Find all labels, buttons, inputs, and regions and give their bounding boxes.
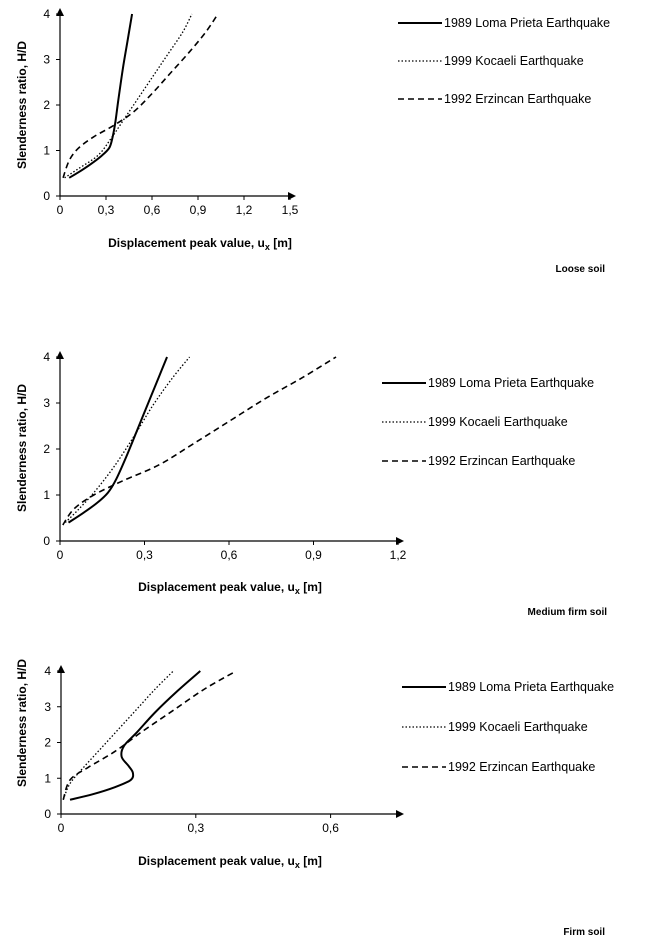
x-tick-label: 0,3 [136,548,153,562]
chart-panel-firm-soil: Slenderness ratio, H/D 0 0,3 0,6 0 1 2 3 4 Disp… [15,659,614,938]
series-line-dotted [63,357,190,525]
series-line-dashed [63,671,236,800]
y-tick-label: 2 [44,736,51,750]
y-axis-arrow [56,8,64,16]
series-line-solid [70,671,200,800]
legend: 1989 Loma Prieta Earthquake 1999 Kocaeli… [402,680,614,774]
legend: 1989 Loma Prieta Earthquake 1999 Kocaeli… [398,16,610,106]
legend-label: 1999 Kocaeli Earthquake [428,415,568,429]
x-axis-title: Displacement peak value, ux [m] [138,854,322,870]
y-tick-label: 0 [43,534,50,548]
legend-entry-erzincan: 1992 Erzincan Earthquake [382,454,575,468]
x-axis-title: Displacement peak value, ux [m] [108,236,292,252]
legend-entry-loma-prieta: 1989 Loma Prieta Earthquake [402,680,614,694]
x-tick-label: 0,6 [322,821,339,835]
y-tick-label: 1 [43,488,50,502]
x-axis-arrow [396,810,404,818]
x-tick-label: 0,9 [305,548,322,562]
x-tick-label: 0,9 [190,203,207,217]
y-tick-label: 2 [43,98,50,112]
legend-label: 1992 Erzincan Earthquake [444,92,591,106]
y-tick-label: 0 [43,189,50,203]
soil-type-label: Loose soil [556,264,606,275]
y-tick-label: 0 [44,807,51,821]
legend-label: 1999 Kocaeli Earthquake [444,54,584,68]
x-tick-label: 0 [57,203,64,217]
x-tick-label: 0,3 [98,203,115,217]
legend-entry-kocaeli: 1999 Kocaeli Earthquake [398,54,584,68]
y-tick-label: 4 [44,664,51,678]
series-line-dashed [63,14,218,178]
x-tick-label: 0 [58,821,65,835]
x-tick-label: 1,5 [282,203,299,217]
y-axis-title: Slenderness ratio, H/D [15,659,29,787]
chart-panel-loose-soil: Slenderness ratio, H/D 0 0,3 0,6 0,9 1,2 1,50… [15,7,610,275]
legend-label: 1989 Loma Prieta Earthquake [448,680,614,694]
x-tick-label: 0 [57,548,64,562]
legend: 1989 Loma Prieta Earthquake 1999 Kocaeli… [382,376,594,468]
x-tick-label: 0,6 [144,203,161,217]
legend-entry-erzincan: 1992 Erzincan Earthquake [398,92,591,106]
legend-entry-loma-prieta: 1989 Loma Prieta Earthquake [398,16,610,30]
y-tick-label: 3 [43,396,50,410]
legend-entry-kocaeli: 1999 Kocaeli Earthquake [402,720,588,734]
legend-entry-kocaeli: 1999 Kocaeli Earthquake [382,415,568,429]
y-axis-arrow [56,351,64,359]
plot-area: 0 0,3 0,6 0,9 1,2 0 1 2 3 4 [43,350,406,562]
series-line-dashed [63,357,336,525]
y-tick-label: 4 [43,350,50,364]
plot-area: 0 0,3 0,6 0 1 2 3 4 [44,664,404,835]
plot-area: 0 0,3 0,6 0,9 1,2 1,5 0 1 2 3 4 [43,7,298,217]
legend-label: 1999 Kocaeli Earthquake [448,720,588,734]
y-tick-label: 1 [44,771,51,785]
chart-panel-medium-firm-soil: Slenderness ratio, H/D 0 0,3 0,6 0,9 1,2 0 1 2 3… [15,350,607,618]
x-axis-arrow [396,537,404,545]
y-axis-title: Slenderness ratio, H/D [15,384,29,512]
y-tick-label: 2 [43,442,50,456]
y-tick-label: 3 [44,700,51,714]
x-tick-label: 0,6 [221,548,238,562]
legend-entry-erzincan: 1992 Erzincan Earthquake [402,760,595,774]
x-tick-label: 1,2 [236,203,253,217]
series-line-solid [69,14,132,178]
y-tick-label: 3 [43,53,50,67]
y-axis-arrow [57,665,65,673]
series-line-solid [68,357,167,523]
legend-label: 1992 Erzincan Earthquake [428,454,575,468]
x-axis-arrow [288,192,296,200]
y-tick-label: 4 [43,7,50,21]
legend-label: 1989 Loma Prieta Earthquake [428,376,594,390]
legend-label: 1992 Erzincan Earthquake [448,760,595,774]
x-tick-label: 0,3 [187,821,204,835]
x-axis-title: Displacement peak value, ux [m] [138,580,322,596]
soil-type-label: Firm soil [563,927,605,938]
legend-entry-loma-prieta: 1989 Loma Prieta Earthquake [382,376,594,390]
x-tick-label: 1,2 [390,548,407,562]
soil-type-label: Medium firm soil [528,607,608,618]
legend-label: 1989 Loma Prieta Earthquake [444,16,610,30]
series-line-dotted [63,671,173,800]
y-axis-title: Slenderness ratio, H/D [15,41,29,169]
y-tick-label: 1 [43,144,50,158]
